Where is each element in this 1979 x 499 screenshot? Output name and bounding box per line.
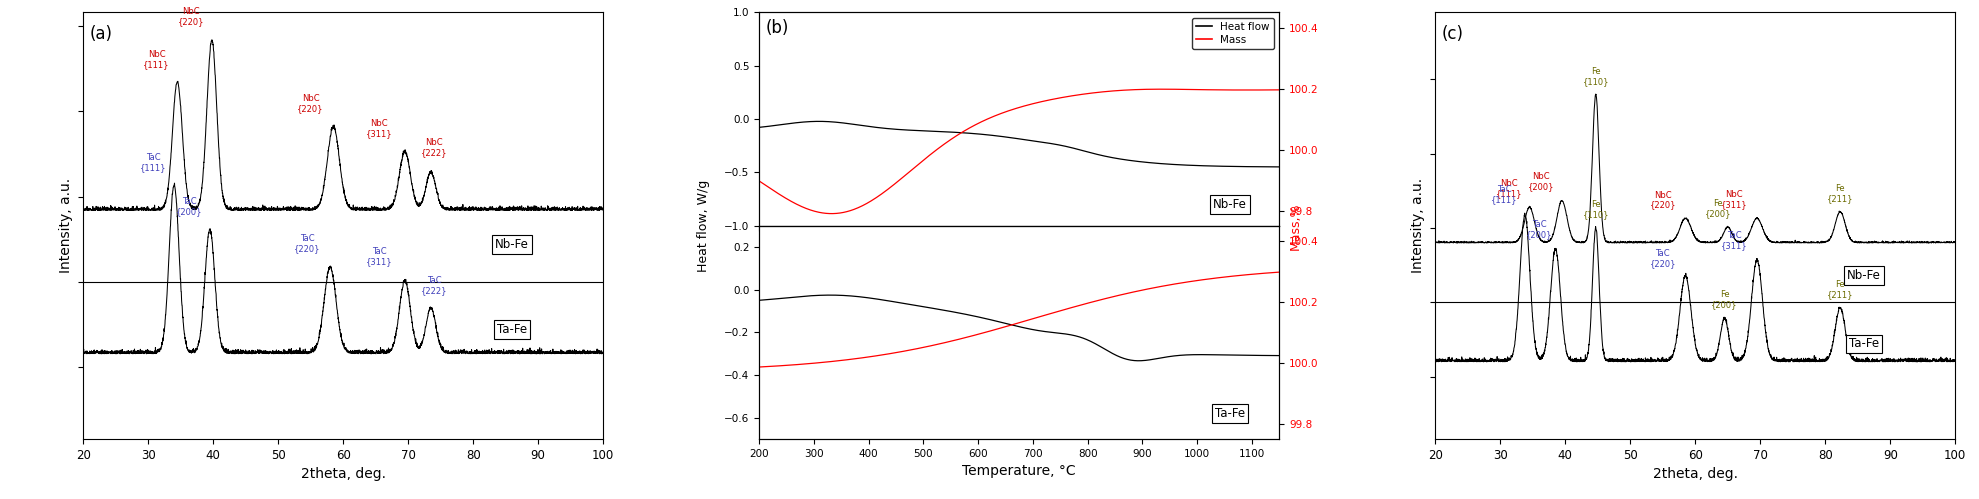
Text: Nb-Fe: Nb-Fe <box>1846 269 1882 282</box>
Text: NbC
{220}: NbC {220} <box>178 7 204 26</box>
Text: Nb-Fe: Nb-Fe <box>1213 198 1247 211</box>
Text: NbC
{220}: NbC {220} <box>1649 191 1676 210</box>
Y-axis label: Intensity, a.u.: Intensity, a.u. <box>1411 178 1425 273</box>
Text: TaC
{200}: TaC {200} <box>1526 221 1552 240</box>
Text: Ta-Fe: Ta-Fe <box>497 323 526 336</box>
X-axis label: 2theta, deg.: 2theta, deg. <box>1652 468 1738 482</box>
Text: TaC
{200}: TaC {200} <box>176 197 202 216</box>
Text: NbC
{222}: NbC {222} <box>422 138 447 157</box>
Text: Ta-Fe: Ta-Fe <box>1215 407 1245 420</box>
Text: TaC
{311}: TaC {311} <box>1722 231 1747 250</box>
Text: NbC
{111}: NbC {111} <box>1496 179 1522 198</box>
Text: (b): (b) <box>766 19 790 37</box>
Text: Fe
{200}: Fe {200} <box>1712 290 1738 309</box>
Text: Heat flow, W/g: Heat flow, W/g <box>697 180 710 272</box>
Text: TaC
{111}: TaC {111} <box>1490 185 1518 205</box>
X-axis label: 2theta, deg.: 2theta, deg. <box>301 468 386 482</box>
Text: (c): (c) <box>1441 25 1462 43</box>
Text: TaC
{222}: TaC {222} <box>422 276 447 295</box>
Text: Fe
{110}: Fe {110} <box>1583 200 1609 219</box>
Text: NbC
{220}: NbC {220} <box>297 94 325 114</box>
Text: Nb-Fe: Nb-Fe <box>495 238 528 251</box>
Text: NbC
{311}: NbC {311} <box>1722 190 1747 209</box>
Text: Ta-Fe: Ta-Fe <box>1848 337 1880 350</box>
Y-axis label: Intensity, a.u.: Intensity, a.u. <box>59 178 73 273</box>
X-axis label: Temperature, °C: Temperature, °C <box>962 465 1077 479</box>
Text: TaC
{220}: TaC {220} <box>295 235 321 253</box>
Text: Fe
{110}: Fe {110} <box>1583 67 1609 86</box>
Text: Fe
{211}: Fe {211} <box>1827 184 1854 203</box>
Legend: Heat flow, Mass: Heat flow, Mass <box>1191 17 1274 49</box>
Text: NbC
{111}: NbC {111} <box>142 49 170 69</box>
Text: TaC
{311}: TaC {311} <box>366 247 392 266</box>
Text: NbC
{311}: NbC {311} <box>366 119 392 138</box>
Text: Fe
{200}: Fe {200} <box>1704 199 1732 219</box>
Text: NbC
{200}: NbC {200} <box>1528 173 1554 192</box>
Text: TaC
{111}: TaC {111} <box>141 153 166 172</box>
Text: Fe
{211}: Fe {211} <box>1827 279 1854 299</box>
Text: (a): (a) <box>89 25 113 43</box>
Text: Mass,%: Mass,% <box>1288 202 1302 250</box>
Text: TaC
{220}: TaC {220} <box>1649 249 1676 268</box>
